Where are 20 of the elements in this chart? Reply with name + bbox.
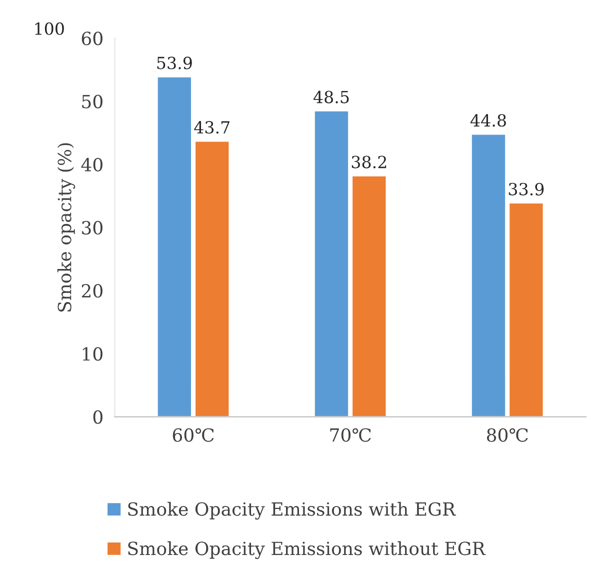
x-tick-label: 80℃ bbox=[486, 428, 528, 442]
text: 100 bbox=[35, 22, 64, 35]
data-label: 53.9 bbox=[157, 56, 192, 70]
y-tick-label: 60 bbox=[82, 32, 102, 46]
x-tick-label: 60℃ bbox=[172, 428, 214, 442]
data-label: 44.8 bbox=[470, 114, 506, 127]
legend-label: Smoke Opacity Emissions with EGR bbox=[128, 502, 456, 520]
legend-label: Smoke Opacity Emissions without EGR bbox=[128, 541, 486, 560]
data-label: 43.7 bbox=[194, 121, 230, 134]
y-tick-label: 0 bbox=[93, 410, 102, 424]
data-label: 33.9 bbox=[508, 182, 544, 196]
y-tick-label: 10 bbox=[82, 347, 102, 361]
x-tick-label: 70℃ bbox=[330, 428, 371, 442]
data-label: 48.5 bbox=[313, 90, 349, 104]
y-tick-label: 20 bbox=[82, 284, 102, 298]
y-tick-label: 40 bbox=[81, 158, 102, 172]
y-axis-title: Smoke opacity (%) bbox=[57, 143, 76, 312]
data-label: 38.2 bbox=[352, 156, 386, 168]
y-tick-label: 30 bbox=[82, 220, 102, 235]
y-tick-label: 50 bbox=[82, 94, 102, 108]
